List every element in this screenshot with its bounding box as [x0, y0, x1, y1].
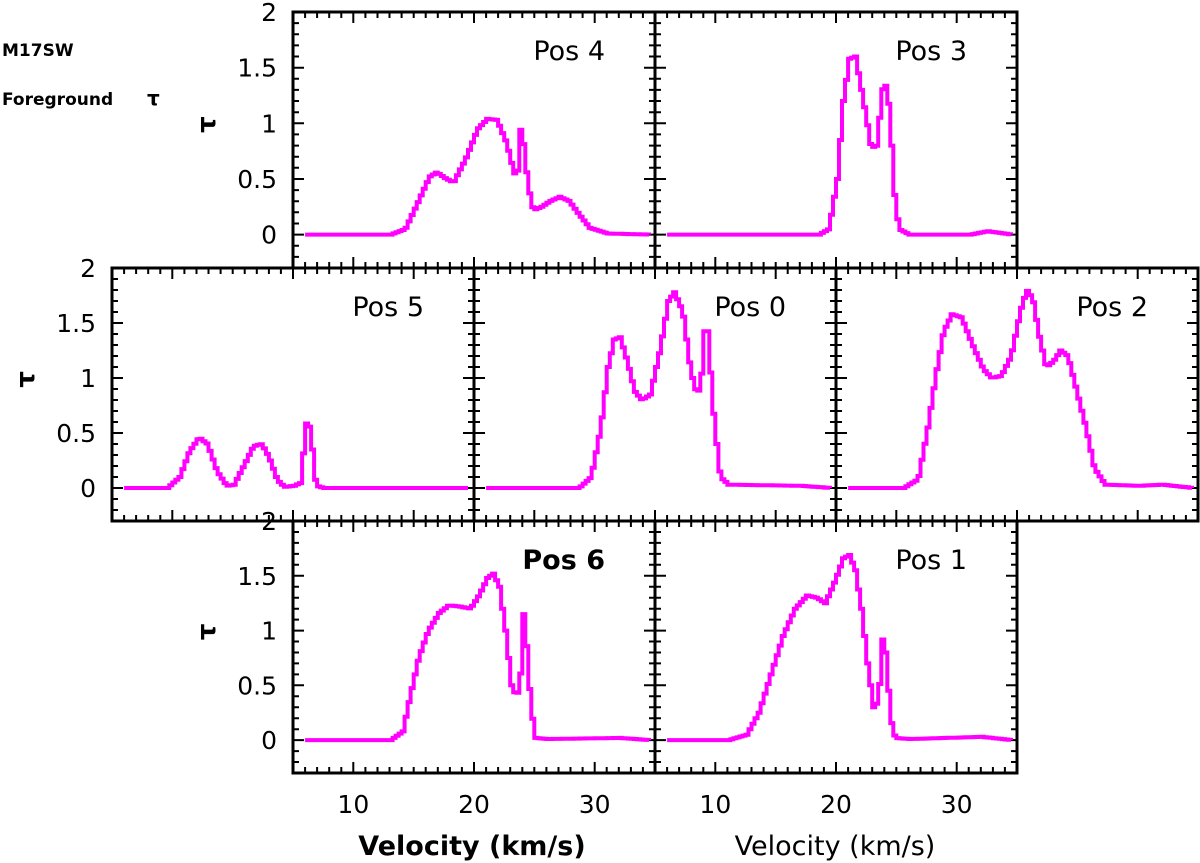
y-tick-label-pos-6: 1 — [261, 617, 277, 646]
panel-pos-5: 0 0.5 1 1.5 2 τ Pos 5 — [11, 254, 476, 523]
tau-curve-pos-3 — [667, 54, 1013, 237]
figure-subtitle: Foreground — [2, 90, 113, 110]
subtitle-tau-symbol: τ — [147, 86, 160, 110]
panel-title-pos-3: Pos 3 — [895, 36, 967, 67]
tick-marks-pos-2 — [835, 267, 1199, 522]
tau-curve-pos-2 — [848, 288, 1194, 490]
y-tick-label-pos-4: 1.5 — [237, 54, 277, 83]
panel-title-pos-1: Pos 1 — [895, 545, 967, 576]
panel-pos-1: 10 20 30 Pos 1 — [653, 519, 1019, 819]
y-tick-label-pos-5: 1.5 — [56, 309, 96, 338]
panel-title-pos-4: Pos 4 — [533, 36, 605, 67]
y-tick-label-pos-6: 1.5 — [237, 562, 277, 591]
tau-curve-pos-5 — [124, 421, 468, 490]
y-tick-label-pos-4: 2 — [261, 0, 277, 27]
panel-title-pos-5: Pos 5 — [352, 292, 424, 323]
panel-title-pos-0: Pos 0 — [714, 292, 786, 323]
x-tick-label-pos-6: 20 — [458, 790, 490, 819]
panel-pos-3: Pos 3 — [653, 10, 1019, 270]
y-axis-label-pos-6: τ — [192, 624, 222, 641]
y-axis-label-pos-5: τ — [11, 371, 41, 388]
y-tick-label-pos-5: 0.5 — [56, 419, 96, 448]
y-tick-label-pos-6: 2 — [261, 507, 277, 536]
panel-pos-0: Pos 0 — [472, 266, 838, 523]
panel-title-pos-6: Pos 6 — [522, 545, 605, 576]
y-tick-label-pos-5: 0 — [80, 474, 96, 503]
panel-pos-2: Pos 2 — [834, 266, 1200, 523]
panel-pos-4: 0 0.5 1 1.5 2 τ Pos 4 — [192, 0, 657, 270]
panel-title-pos-2: Pos 2 — [1076, 292, 1148, 323]
tick-marks-pos-1 — [654, 520, 1018, 774]
x-tick-label-pos-6: 30 — [579, 790, 611, 819]
y-tick-label-pos-5: 2 — [80, 254, 96, 283]
y-tick-label-pos-4: 0.5 — [237, 165, 277, 194]
y-tick-label-pos-4: 1 — [261, 109, 277, 138]
tick-marks-pos-3 — [654, 11, 1018, 269]
y-tick-label-pos-6: 0.5 — [237, 671, 277, 700]
y-tick-label-pos-5: 1 — [80, 364, 96, 393]
y-axis-label-pos-4: τ — [192, 116, 222, 133]
tau-curve-pos-4 — [305, 116, 651, 237]
tau-curve-pos-6 — [305, 571, 651, 743]
x-tick-label-pos-1: 10 — [699, 790, 731, 819]
panel-pos-6: 0 0.5 1 1.5 2 10 20 30 τ Pos 6 — [192, 507, 657, 819]
x-tick-label-pos-6: 10 — [337, 790, 369, 819]
x-tick-label-pos-1: 30 — [941, 790, 973, 819]
y-tick-label-pos-4: 0 — [261, 221, 277, 250]
tau-curve-pos-1 — [667, 553, 1013, 743]
x-axis-title-right: Velocity (km/s) — [735, 831, 936, 862]
source-label: M17SW — [2, 41, 74, 61]
tau-curve-pos-0 — [486, 290, 832, 490]
x-tick-label-pos-1: 20 — [820, 790, 852, 819]
x-axis-title-left: Velocity (km/s) — [358, 831, 585, 862]
y-tick-label-pos-6: 0 — [261, 726, 277, 755]
